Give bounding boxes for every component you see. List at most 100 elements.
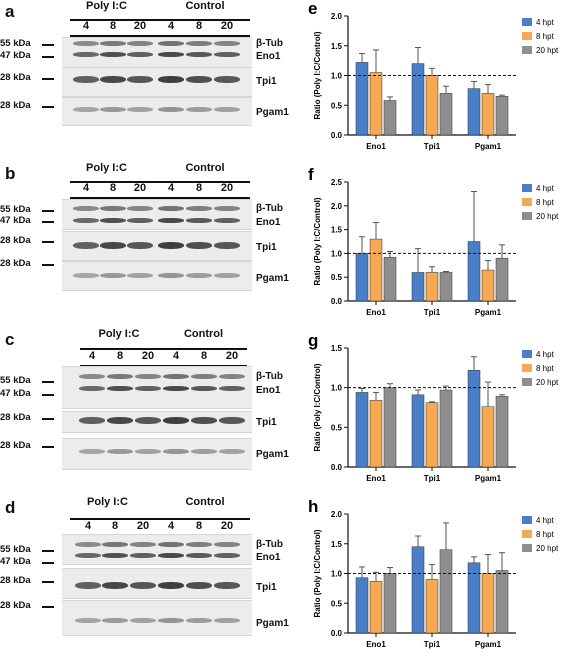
group-label-polyic: Poly I:C xyxy=(86,162,127,174)
group-label-control: Control xyxy=(185,0,225,12)
protein-label: Eno1 xyxy=(256,385,281,396)
bar xyxy=(481,406,495,468)
protein-band xyxy=(186,107,212,112)
lane-label: 4 xyxy=(167,20,175,32)
marker-tick xyxy=(42,56,54,58)
legend-label: 20 hpt xyxy=(536,544,559,553)
x-tick-label: Pgam1 xyxy=(475,308,502,317)
protein-band xyxy=(100,41,126,46)
bar xyxy=(481,573,495,634)
bar xyxy=(369,580,383,634)
protein-band xyxy=(127,242,153,249)
protein-band xyxy=(158,582,184,589)
x-tick-label: Tpi1 xyxy=(424,474,441,483)
x-tick-label: Tpi1 xyxy=(424,640,441,649)
lane-label: 20 xyxy=(220,182,234,194)
protein-band xyxy=(102,553,128,558)
marker-tick xyxy=(42,581,54,583)
legend-swatch xyxy=(522,212,532,220)
header-line xyxy=(70,518,250,520)
legend-swatch xyxy=(522,364,532,372)
group-label-polyic: Poly I:C xyxy=(98,328,140,340)
protein-band xyxy=(219,449,245,454)
marker-label: 55 kDa xyxy=(0,38,31,49)
marker-tick xyxy=(42,394,54,396)
bar-chart-e: e Ratio (Poly I:C/Control) 0.0 0.5 1.0 1.5 2.0… xyxy=(308,0,559,151)
y-tick-label: 0.0 xyxy=(331,463,343,472)
bar xyxy=(383,100,397,136)
bar xyxy=(411,546,425,634)
legend-label: 4 hpt xyxy=(536,184,555,193)
protein-band xyxy=(214,41,240,46)
protein-band xyxy=(219,417,245,424)
protein-band xyxy=(214,618,240,623)
panel-letter: a xyxy=(5,2,15,21)
group-label-polyic: Poly I:C xyxy=(87,496,128,508)
protein-band xyxy=(191,386,217,391)
marker-tick xyxy=(42,221,54,223)
y-tick-label: 1.5 xyxy=(331,344,343,353)
protein-band xyxy=(214,218,240,223)
legend-swatch xyxy=(522,516,532,524)
bar xyxy=(355,253,369,302)
protein-band xyxy=(127,76,153,83)
protein-label: Tpi1 xyxy=(256,76,277,87)
x-tick-label: Tpi1 xyxy=(424,142,441,151)
blot-panel-b: b Poly I:C Control 4 8 20 4 8 20 55 kDa 47 kDa 28 k… xyxy=(0,162,567,312)
bar xyxy=(355,392,369,468)
legend-label: 4 hpt xyxy=(536,516,555,525)
bar xyxy=(495,96,509,136)
protein-label: Pgam1 xyxy=(256,449,289,460)
protein-band xyxy=(191,374,217,379)
protein-band xyxy=(158,206,184,211)
bar xyxy=(369,400,383,468)
bar xyxy=(383,387,397,468)
protein-label: Pgam1 xyxy=(256,107,289,118)
protein-band xyxy=(127,107,153,112)
protein-band xyxy=(100,273,126,278)
protein-band xyxy=(79,449,105,454)
blot-strip xyxy=(62,534,252,565)
protein-band xyxy=(186,218,212,223)
protein-band xyxy=(75,618,101,623)
bar xyxy=(369,72,383,136)
marker-label: 55 kDa xyxy=(0,204,31,215)
panel-letter: e xyxy=(308,0,317,18)
x-tick-label: Pgam1 xyxy=(475,474,502,483)
blot-panel-d: d Poly I:C Control 4 8 20 4 8 20 55 kDa 47 kDa 28 k… xyxy=(0,496,567,663)
protein-band xyxy=(214,107,240,112)
protein-label: Pgam1 xyxy=(256,273,289,284)
protein-band xyxy=(130,618,156,623)
protein-band xyxy=(127,52,153,57)
legend-swatch xyxy=(522,378,532,386)
bar xyxy=(439,272,453,302)
protein-band xyxy=(79,386,105,391)
bar xyxy=(495,570,509,634)
lane-label: 20 xyxy=(220,520,234,532)
marker-tick xyxy=(42,381,54,383)
protein-band xyxy=(163,386,189,391)
protein-label: β-Tub xyxy=(256,539,284,550)
protein-band xyxy=(186,273,212,278)
legend-swatch xyxy=(522,544,532,552)
protein-band xyxy=(214,52,240,57)
protein-band xyxy=(73,76,99,83)
legend-swatch xyxy=(522,184,532,192)
marker-label: 28 kDa xyxy=(0,72,31,83)
y-tick-label: 2.0 xyxy=(331,202,343,211)
lane-label: 8 xyxy=(195,520,203,532)
protein-band xyxy=(163,374,189,379)
lane-label: 4 xyxy=(82,20,90,32)
lane-label: 4 xyxy=(84,520,92,532)
panel-letter: c xyxy=(5,330,15,349)
protein-band xyxy=(186,582,212,589)
protein-label: Tpi1 xyxy=(256,417,277,428)
marker-label: 55 kDa xyxy=(0,375,31,386)
lane-label: 20 xyxy=(136,520,150,532)
protein-band xyxy=(107,386,133,391)
protein-band xyxy=(158,52,184,57)
blot-panel-c: c Poly I:C Control 4 8 20 4 8 20 55 kDa 47 kDa 28 k… xyxy=(0,328,567,488)
protein-band xyxy=(130,553,156,558)
legend-label: 8 hpt xyxy=(536,364,555,373)
x-tick-label: Pgam1 xyxy=(475,142,502,151)
